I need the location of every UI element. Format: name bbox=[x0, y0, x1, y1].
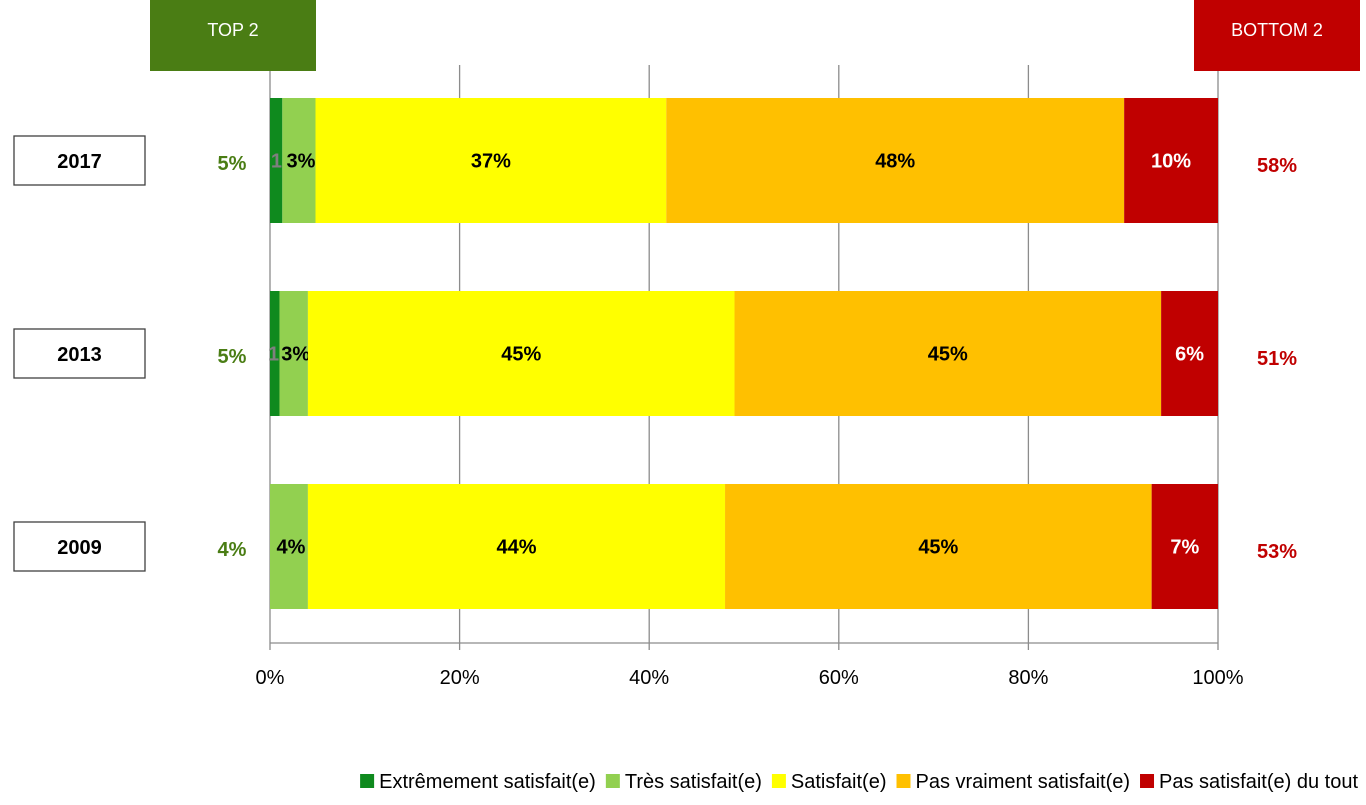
legend-swatch bbox=[605, 774, 620, 788]
legend-label: Très satisfait(e) bbox=[625, 771, 762, 793]
bottom2-banner bbox=[1194, 0, 1360, 71]
bar-segment bbox=[315, 98, 667, 223]
bar-segment bbox=[270, 484, 308, 609]
bar-segment bbox=[270, 291, 280, 416]
bar-segment bbox=[270, 98, 283, 223]
bar-segment bbox=[666, 98, 1125, 223]
bar-value-label: 45% bbox=[501, 344, 541, 366]
bar-value-label: 6% bbox=[1175, 344, 1204, 366]
bar-segment bbox=[725, 484, 1152, 609]
bar-value-label: 3% bbox=[286, 151, 315, 173]
legend: Extrêmement satisfait(e) Très satisfait(e… bbox=[360, 771, 1358, 793]
bottom2-value: 53% bbox=[1257, 541, 1297, 563]
bar-value-label: 7% bbox=[1170, 537, 1199, 559]
bar-segment bbox=[1124, 98, 1218, 223]
bar-segment bbox=[307, 484, 726, 609]
category-label: 2017 bbox=[57, 151, 102, 173]
bar-segment bbox=[1161, 291, 1218, 416]
bar-value-label: 45% bbox=[928, 344, 968, 366]
year-box bbox=[13, 521, 146, 572]
x-tick-label: 0% bbox=[256, 667, 285, 689]
category-label: 2013 bbox=[57, 344, 102, 366]
top2-banner bbox=[150, 0, 316, 71]
x-axis: 0% 20% 40% 60% 80% 100% bbox=[256, 642, 1244, 689]
bar-value-label: 48% bbox=[875, 151, 915, 173]
bar-segment bbox=[734, 291, 1162, 416]
legend-swatch bbox=[1140, 774, 1155, 788]
x-tick-label: 60% bbox=[819, 667, 859, 689]
bar-segment bbox=[279, 291, 308, 416]
bar-value-label: 10% bbox=[1151, 151, 1191, 173]
category-label: 2009 bbox=[57, 537, 102, 559]
year-box bbox=[13, 328, 146, 379]
top2-value: 4% bbox=[218, 539, 247, 561]
bar-value-label: 44% bbox=[496, 537, 536, 559]
legend-label: Satisfait(e) bbox=[791, 771, 887, 793]
bar-value-label: 37% bbox=[471, 151, 511, 173]
x-tick-label: 80% bbox=[1008, 667, 1048, 689]
legend-swatch bbox=[771, 774, 786, 788]
legend-label: Pas satisfait(e) du tout bbox=[1159, 771, 1358, 793]
x-tick-label: 40% bbox=[629, 667, 669, 689]
bar-value-label: 4% bbox=[277, 537, 306, 559]
year-box bbox=[13, 135, 146, 186]
bar-value-label: 3% bbox=[281, 344, 310, 366]
legend-swatch bbox=[896, 774, 911, 788]
x-tick-label: 100% bbox=[1192, 667, 1243, 689]
legend-label: Pas vraiment satisfait(e) bbox=[916, 771, 1131, 793]
bars: 1%3%37%48%10%1%3%45%45%6%4%44%45%7% bbox=[268, 98, 1218, 609]
bar-segment bbox=[1151, 484, 1218, 609]
bar-value-label: 45% bbox=[918, 537, 958, 559]
bar-segment bbox=[307, 291, 735, 416]
top2-banner-label: TOP 2 bbox=[207, 20, 258, 40]
legend-label: Extrêmement satisfait(e) bbox=[379, 771, 596, 793]
bar-segment bbox=[282, 98, 316, 223]
bottom2-banner-label: BOTTOM 2 bbox=[1231, 20, 1323, 40]
top2-value: 5% bbox=[218, 346, 247, 368]
bottom2-value: 51% bbox=[1257, 348, 1297, 370]
top2-value: 5% bbox=[218, 153, 247, 175]
bottom2-value: 58% bbox=[1257, 155, 1297, 177]
x-tick-label: 20% bbox=[440, 667, 480, 689]
side-labels: 2017 5% 58% 2013 5% 51% 2009 4% 53% TOP 2 BOTTOM 2 bbox=[13, 0, 1360, 572]
legend-swatch bbox=[360, 774, 375, 788]
